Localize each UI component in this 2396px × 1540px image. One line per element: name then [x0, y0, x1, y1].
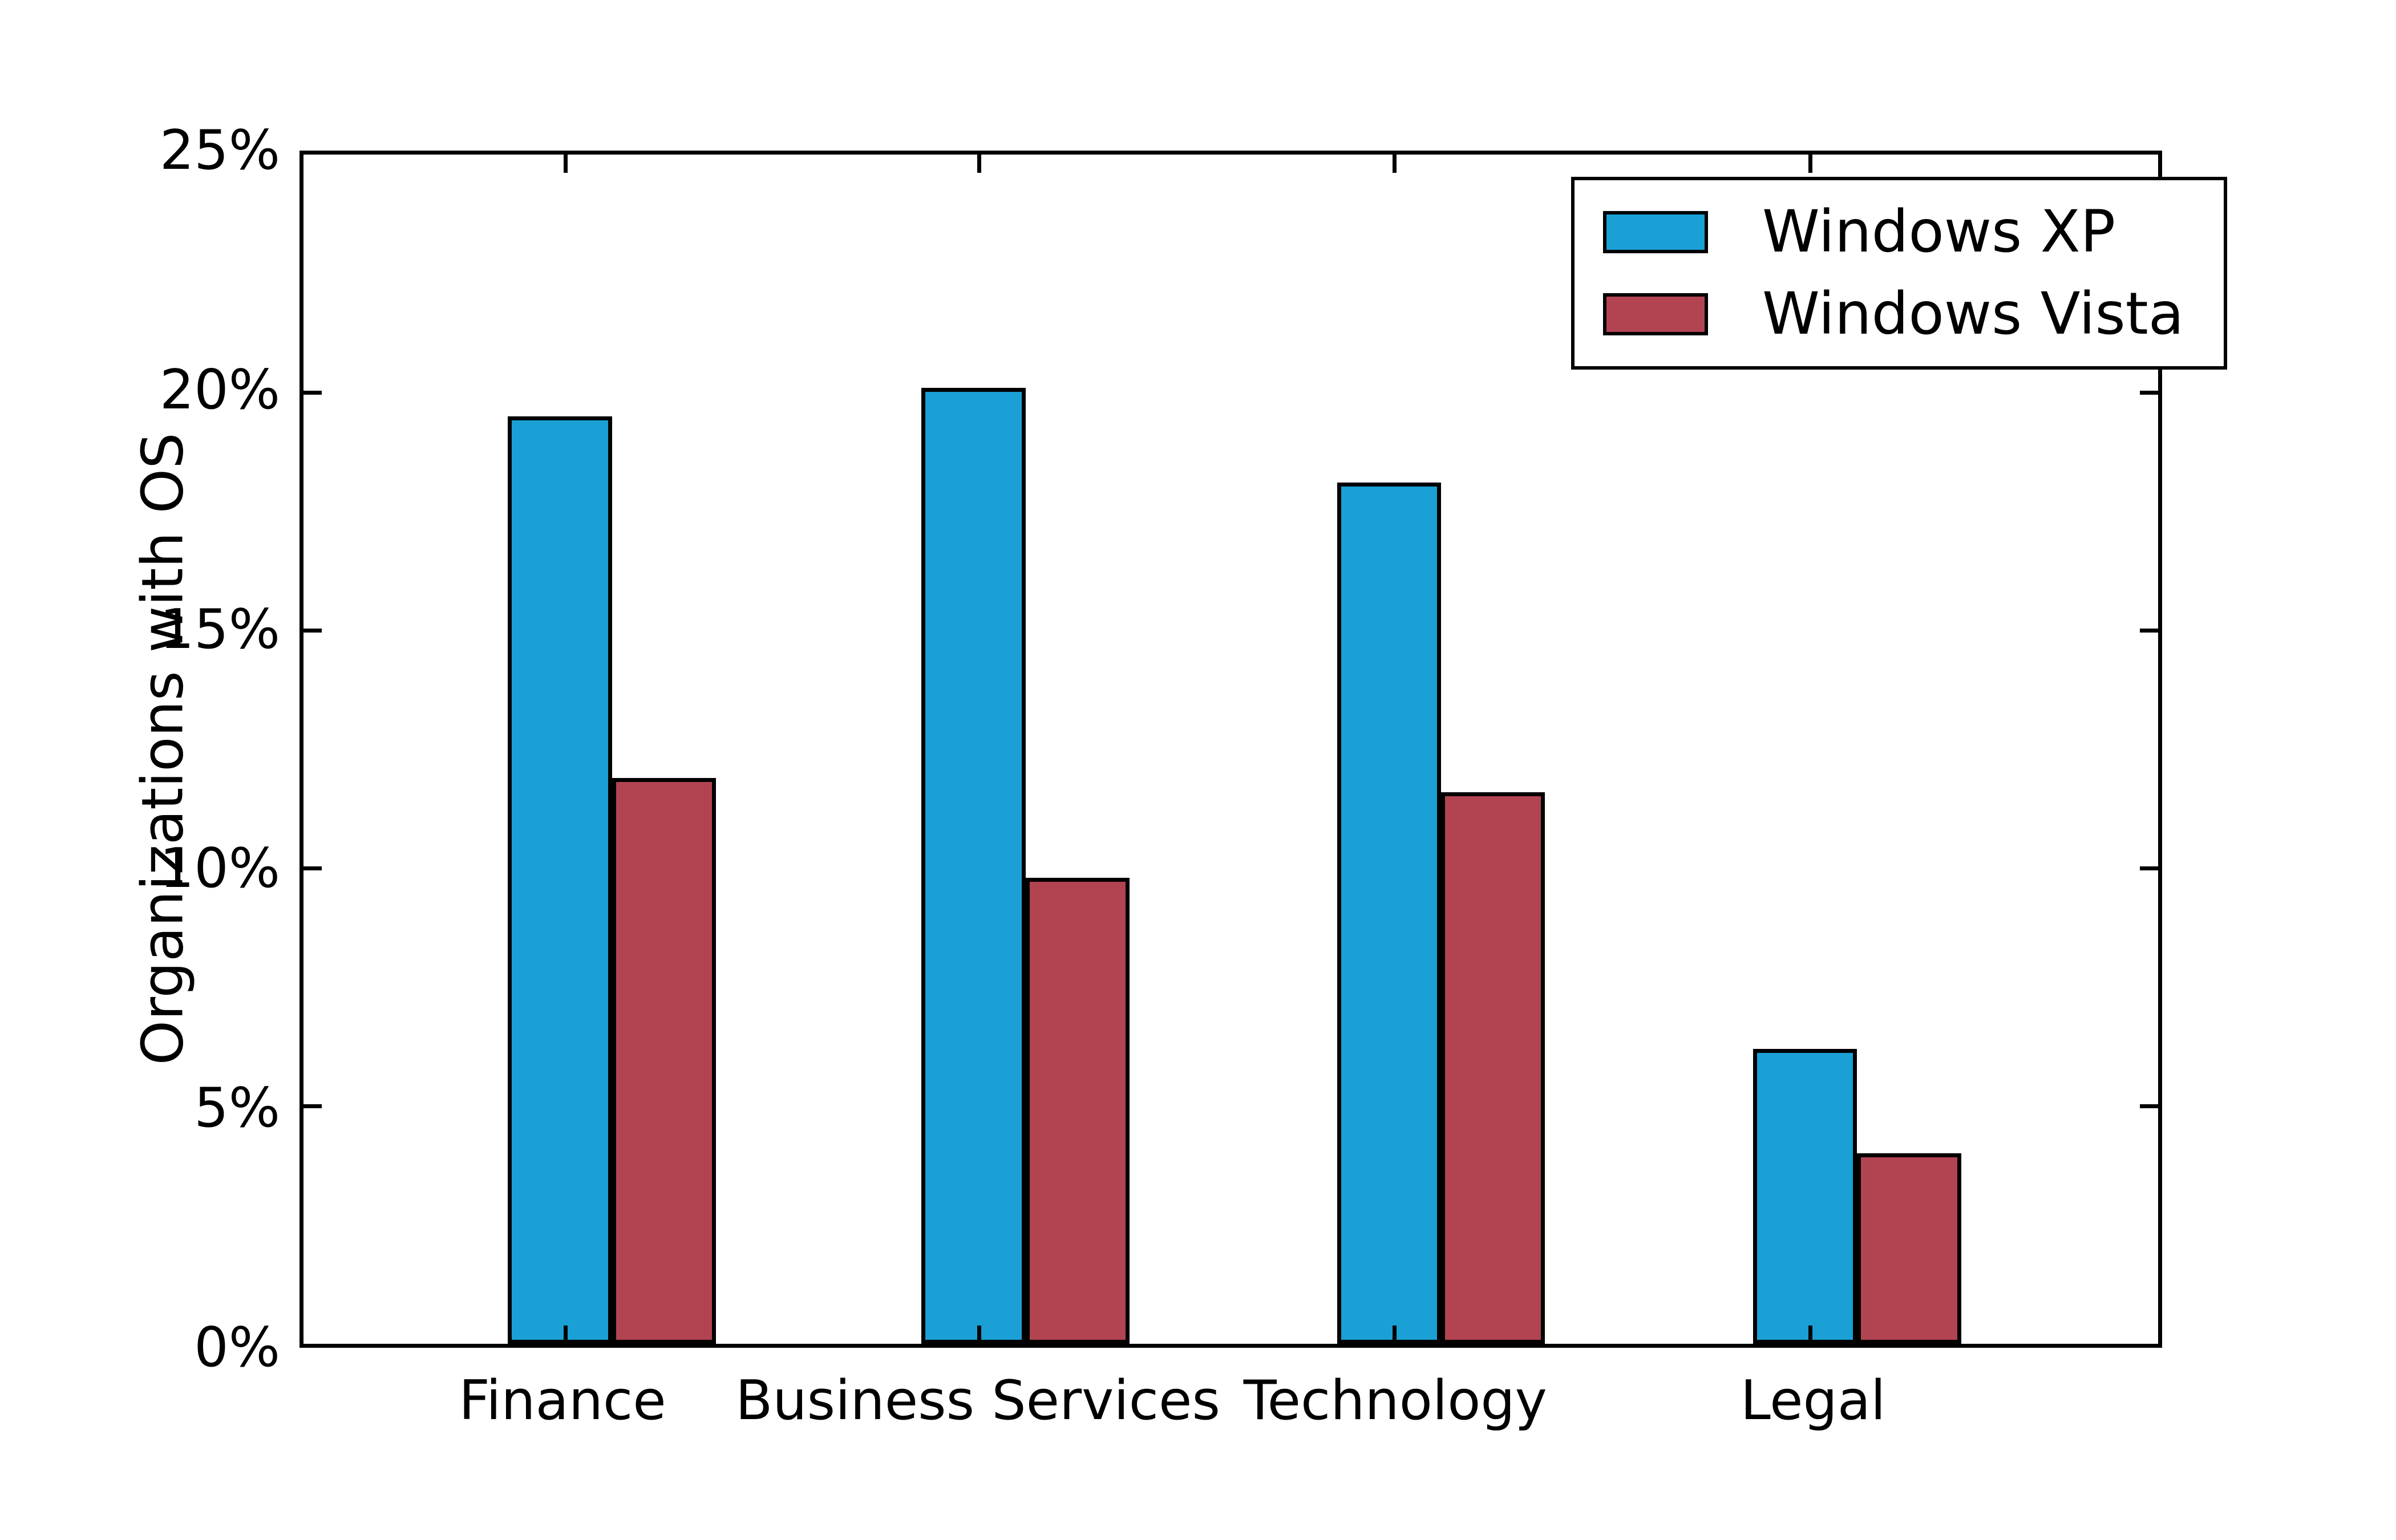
y-tick-label-0: 0% [194, 1316, 280, 1379]
x-tick-bottom-technology [1393, 1326, 1397, 1344]
x-tick-top-business-services [977, 155, 981, 173]
legend-item-windows-xp: Windows XP [1603, 198, 2184, 266]
y-tick-right-20 [2140, 390, 2158, 395]
bar-windows-xp-legal [1753, 1048, 1857, 1344]
x-tick-label-finance: Finance [459, 1369, 666, 1432]
x-tick-top-finance [563, 155, 568, 173]
y-tick-label-20: 20% [159, 358, 280, 422]
y-tick-right-15 [2140, 628, 2158, 633]
y-tick-label-5: 5% [194, 1077, 280, 1140]
y-tick-left-20 [303, 390, 322, 395]
y-tick-left-15 [303, 628, 322, 633]
x-tick-label-technology: Technology [1243, 1369, 1547, 1432]
bar-windows-xp-technology [1337, 483, 1442, 1344]
bar-windows-vista-finance [612, 777, 716, 1344]
y-tick-left-10 [303, 866, 322, 870]
y-axis-label: Organizations with OS [129, 432, 196, 1065]
x-tick-bottom-business-services [977, 1326, 981, 1344]
legend-item-windows-vista: Windows Vista [1603, 280, 2184, 348]
x-tick-top-legal [1808, 155, 1813, 173]
y-tick-label-10: 10% [159, 837, 280, 901]
bar-windows-xp-finance [508, 416, 612, 1344]
legend-label-windows-vista: Windows Vista [1762, 280, 2184, 348]
legend-label-windows-xp: Windows XP [1762, 198, 2116, 266]
y-tick-right-5 [2140, 1104, 2158, 1108]
bar-windows-vista-legal [1857, 1153, 1961, 1344]
legend-swatch-windows-vista [1603, 293, 1708, 335]
bar-windows-vista-technology [1441, 792, 1545, 1344]
bar-windows-vista-business-services [1025, 877, 1130, 1344]
y-tick-label-25: 25% [159, 119, 280, 182]
legend-swatch-windows-xp [1603, 211, 1708, 253]
bar-windows-xp-business-services [921, 387, 1026, 1344]
x-tick-bottom-legal [1808, 1326, 1813, 1344]
y-tick-label-15: 15% [159, 598, 280, 661]
y-tick-right-10 [2140, 866, 2158, 870]
y-tick-left-5 [303, 1104, 322, 1108]
legend: Windows XP Windows Vista [1571, 177, 2228, 370]
x-tick-bottom-finance [563, 1326, 568, 1344]
x-tick-label-business-services: Business Services [735, 1369, 1220, 1432]
x-tick-label-legal: Legal [1740, 1369, 1886, 1432]
x-tick-top-technology [1393, 155, 1397, 173]
